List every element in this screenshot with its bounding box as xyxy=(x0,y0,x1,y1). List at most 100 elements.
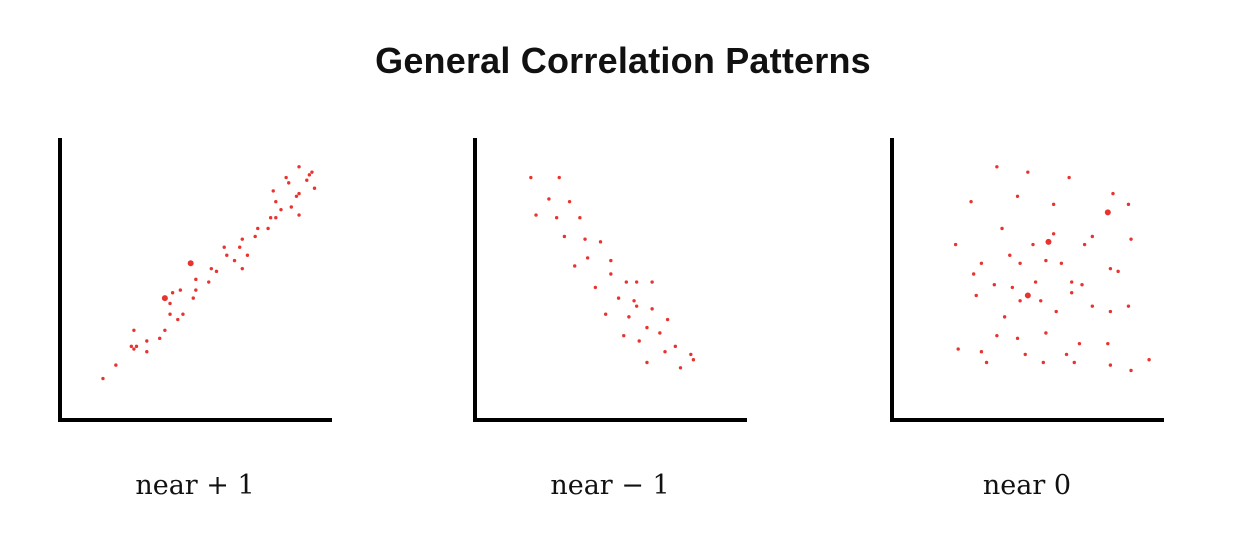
data-point-large xyxy=(187,260,194,267)
data-point xyxy=(1000,226,1004,231)
data-point xyxy=(145,339,149,343)
data-point xyxy=(1070,291,1074,295)
data-point xyxy=(995,333,999,338)
data-point xyxy=(163,328,167,332)
data-point xyxy=(609,272,613,276)
data-point xyxy=(1051,232,1056,236)
data-point xyxy=(673,344,678,349)
caption-positive: near + 1 xyxy=(135,470,255,501)
data-point xyxy=(624,280,629,284)
data-point xyxy=(1147,358,1151,362)
data-point xyxy=(583,237,587,241)
data-point-large xyxy=(1104,209,1111,216)
data-point xyxy=(1129,368,1133,373)
data-point xyxy=(181,312,185,316)
data-point xyxy=(634,280,639,284)
data-point xyxy=(1041,360,1046,365)
data-point xyxy=(271,189,275,193)
data-point xyxy=(284,175,288,180)
data-point xyxy=(256,226,260,231)
data-point xyxy=(573,264,577,268)
data-point xyxy=(240,237,244,241)
data-point xyxy=(567,199,572,204)
data-point xyxy=(634,304,639,308)
data-point xyxy=(209,266,214,271)
data-point xyxy=(658,331,662,335)
data-point xyxy=(1126,202,1131,207)
data-point xyxy=(632,299,636,303)
data-point xyxy=(222,245,226,249)
data-point xyxy=(650,307,654,311)
data-point xyxy=(1051,202,1056,207)
data-point xyxy=(1129,237,1133,241)
data-point xyxy=(627,315,631,319)
caption-negative: near − 1 xyxy=(550,470,670,501)
data-point xyxy=(1044,331,1048,335)
data-point xyxy=(678,366,683,370)
data-point xyxy=(297,191,301,196)
data-point xyxy=(663,350,667,354)
data-point xyxy=(979,261,984,265)
data-point xyxy=(1033,280,1038,284)
data-point xyxy=(585,256,590,260)
data-point-large xyxy=(1024,292,1031,299)
data-point xyxy=(554,216,559,220)
data-point xyxy=(1070,280,1074,284)
data-point xyxy=(289,205,293,209)
data-point xyxy=(593,285,598,290)
data-point xyxy=(1116,269,1120,274)
data-point xyxy=(598,240,603,244)
data-point xyxy=(953,242,958,247)
data-point xyxy=(1106,341,1110,346)
data-point xyxy=(1090,234,1095,239)
data-point xyxy=(1111,191,1115,196)
data-point xyxy=(547,197,551,201)
data-point xyxy=(170,291,175,295)
data-point xyxy=(1054,309,1058,314)
data-point xyxy=(134,344,139,349)
data-point xyxy=(191,296,195,300)
data-point xyxy=(268,216,273,220)
data-point xyxy=(616,296,621,300)
data-point-large xyxy=(161,295,168,302)
data-point xyxy=(971,272,976,276)
data-point xyxy=(1026,170,1030,174)
data-point xyxy=(979,350,984,354)
data-point xyxy=(132,347,136,351)
data-point xyxy=(168,301,172,306)
data-point xyxy=(158,336,162,341)
data-point xyxy=(691,358,696,362)
data-point xyxy=(1031,242,1035,247)
data-point xyxy=(101,376,105,381)
data-point xyxy=(1018,261,1022,265)
data-point xyxy=(645,360,649,365)
data-point xyxy=(603,312,608,316)
data-point xyxy=(557,175,561,180)
data-point-large xyxy=(1045,238,1052,245)
data-point xyxy=(305,178,309,182)
data-point xyxy=(1059,261,1064,265)
data-point xyxy=(969,199,973,204)
data-point xyxy=(974,293,978,298)
caption-zero: near 0 xyxy=(982,470,1072,501)
data-point xyxy=(984,360,989,365)
data-point xyxy=(253,234,257,239)
data-point xyxy=(238,245,242,249)
data-point xyxy=(307,173,312,177)
scatter-panel-zero xyxy=(877,130,1177,430)
data-point xyxy=(1008,253,1012,257)
data-point xyxy=(1018,299,1022,303)
data-point xyxy=(232,258,237,263)
data-point xyxy=(225,253,229,257)
data-point xyxy=(992,283,996,287)
data-point xyxy=(956,347,960,351)
data-point xyxy=(1108,309,1113,314)
data-point xyxy=(214,269,219,274)
data-point xyxy=(1077,341,1082,346)
data-point xyxy=(194,277,198,282)
data-point xyxy=(1002,315,1007,319)
data-point xyxy=(129,344,134,349)
data-point xyxy=(1126,304,1131,308)
scatter-plot-positive xyxy=(58,138,332,422)
data-point xyxy=(1108,363,1113,367)
